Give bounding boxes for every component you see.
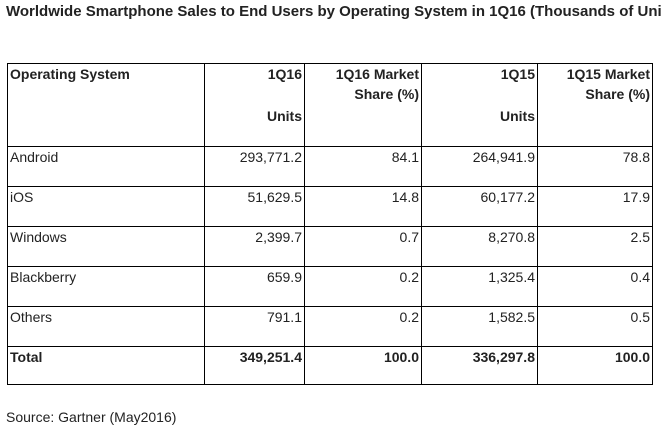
q16-units-cell: 293,771.2: [204, 146, 305, 187]
q15-share-cell: 2.5: [537, 226, 653, 267]
q16-share-cell: 0.2: [304, 266, 422, 307]
q15-units-cell: 8,270.8: [421, 226, 538, 267]
table-total-row: Total 349,251.4 100.0 336,297.8 100.0: [7, 346, 653, 385]
total-label-cell: Total: [7, 346, 205, 385]
source-note: Source: Gartner (May2016): [6, 409, 177, 425]
header-1q16-units-line2: Units: [267, 108, 302, 124]
table-title: Worldwide Smartphone Sales to End Users …: [6, 3, 661, 20]
q15-units-cell: 1,582.5: [421, 306, 538, 347]
q16-share-cell: 14.8: [304, 186, 422, 227]
q16-units-cell: 659.9: [204, 266, 305, 307]
header-operating-system: Operating System: [7, 63, 205, 147]
q15-units-cell: 1,325.4: [421, 266, 538, 307]
total-q15-share-cell: 100.0: [537, 346, 653, 385]
q16-units-cell: 791.1: [204, 306, 305, 347]
header-1q16-units: 1Q16 Units: [204, 63, 305, 147]
q15-share-cell: 0.5: [537, 306, 653, 347]
table-header-row: Operating System 1Q16 Units 1Q16 Market …: [7, 63, 653, 147]
os-cell: Blackberry: [7, 266, 205, 307]
table-row: Android 293,771.2 84.1 264,941.9 78.8: [7, 146, 653, 187]
q16-units-cell: 2,399.7: [204, 226, 305, 267]
header-1q15-units-line1: 1Q15: [500, 66, 535, 82]
header-1q16-market-share: 1Q16 Market Share (%): [304, 63, 422, 147]
q16-share-cell: 0.2: [304, 306, 422, 347]
q15-share-cell: 78.8: [537, 146, 653, 187]
total-q16-share-cell: 100.0: [304, 346, 422, 385]
total-q16-units-cell: 349,251.4: [204, 346, 305, 385]
table-row: iOS 51,629.5 14.8 60,177.2 17.9: [7, 186, 653, 227]
q16-units-cell: 51,629.5: [204, 186, 305, 227]
smartphone-sales-table: Operating System 1Q16 Units 1Q16 Market …: [7, 63, 653, 385]
q15-units-cell: 264,941.9: [421, 146, 538, 187]
total-q15-units-cell: 336,297.8: [421, 346, 538, 385]
header-1q15-units: 1Q15 Units: [421, 63, 538, 147]
q15-units-cell: 60,177.2: [421, 186, 538, 227]
q15-share-cell: 0.4: [537, 266, 653, 307]
os-cell: Others: [7, 306, 205, 347]
header-1q15-market-share: 1Q15 Market Share (%): [537, 63, 653, 147]
header-1q15-units-line2: Units: [500, 108, 535, 124]
os-cell: Android: [7, 146, 205, 187]
q16-share-cell: 0.7: [304, 226, 422, 267]
table-row: Windows 2,399.7 0.7 8,270.8 2.5: [7, 226, 653, 267]
table-row: Others 791.1 0.2 1,582.5 0.5: [7, 306, 653, 347]
q16-share-cell: 84.1: [304, 146, 422, 187]
q15-share-cell: 17.9: [537, 186, 653, 227]
os-cell: iOS: [7, 186, 205, 227]
table-row: Blackberry 659.9 0.2 1,325.4 0.4: [7, 266, 653, 307]
header-1q16-units-line1: 1Q16: [267, 66, 302, 82]
os-cell: Windows: [7, 226, 205, 267]
